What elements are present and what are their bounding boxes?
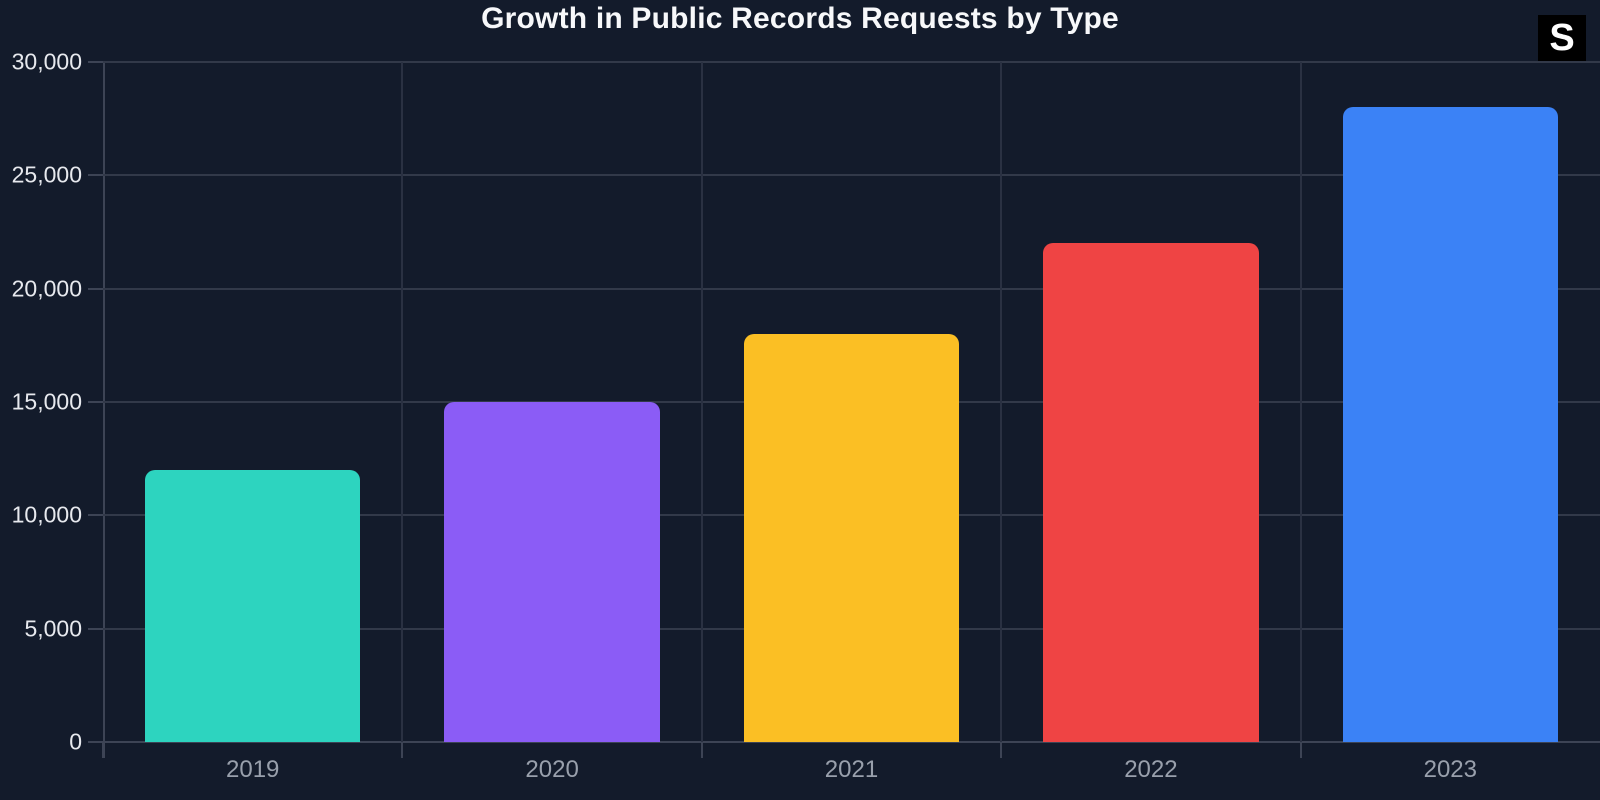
y-axis-tick bbox=[88, 741, 103, 743]
logo-badge: S bbox=[1538, 15, 1586, 62]
bar-2020 bbox=[444, 402, 660, 742]
y-axis-tick bbox=[88, 174, 103, 177]
v-gridline bbox=[401, 62, 404, 742]
bar-2021 bbox=[743, 334, 960, 742]
bar-2019 bbox=[144, 470, 361, 742]
plot-area: 2019 2020 2021 2022 2023 bbox=[102, 61, 1600, 783]
x-axis-tick bbox=[102, 742, 104, 758]
y-axis-tick bbox=[88, 627, 103, 630]
v-gridline bbox=[700, 62, 703, 742]
y-tick-label: 25,000 bbox=[11, 161, 82, 188]
y-axis-line bbox=[103, 62, 105, 758]
x-axis-tick bbox=[1299, 742, 1302, 758]
y-axis-tick bbox=[88, 514, 103, 517]
x-tick-label: 2023 bbox=[1423, 756, 1477, 783]
y-tick-label: 15,000 bbox=[11, 388, 82, 415]
x-tick-label: 2021 bbox=[824, 756, 879, 783]
y-tick-label: 5,000 bbox=[24, 615, 82, 642]
x-axis-tick bbox=[700, 742, 703, 758]
x-axis-tick bbox=[401, 742, 404, 758]
y-tick-label: 30,000 bbox=[11, 48, 82, 75]
y-axis-tick bbox=[88, 61, 103, 63]
x-axis-line bbox=[103, 741, 1600, 743]
h-gridline bbox=[103, 61, 1600, 63]
v-gridline bbox=[1299, 62, 1302, 742]
y-axis-tick bbox=[88, 401, 103, 403]
y-axis-tick bbox=[88, 287, 103, 290]
chart-title: Growth in Public Records Requests by Typ… bbox=[481, 2, 1119, 35]
y-tick-label: 10,000 bbox=[11, 501, 82, 528]
x-tick-label: 2020 bbox=[525, 756, 579, 783]
y-tick-label: 20,000 bbox=[11, 275, 82, 302]
x-axis-tick bbox=[1000, 742, 1003, 758]
y-axis-gutter: 0 5,000 10,000 15,000 20,000 25,000 30,000 bbox=[0, 49, 103, 755]
bar-2023 bbox=[1342, 107, 1559, 742]
v-gridline bbox=[1000, 62, 1003, 742]
h-gridline bbox=[103, 174, 1600, 177]
h-gridline bbox=[103, 287, 1600, 290]
x-tick-label: 2019 bbox=[225, 756, 280, 783]
y-tick-label: 0 bbox=[69, 728, 82, 755]
bar-2022 bbox=[1043, 243, 1259, 742]
x-tick-label: 2022 bbox=[1124, 756, 1178, 783]
